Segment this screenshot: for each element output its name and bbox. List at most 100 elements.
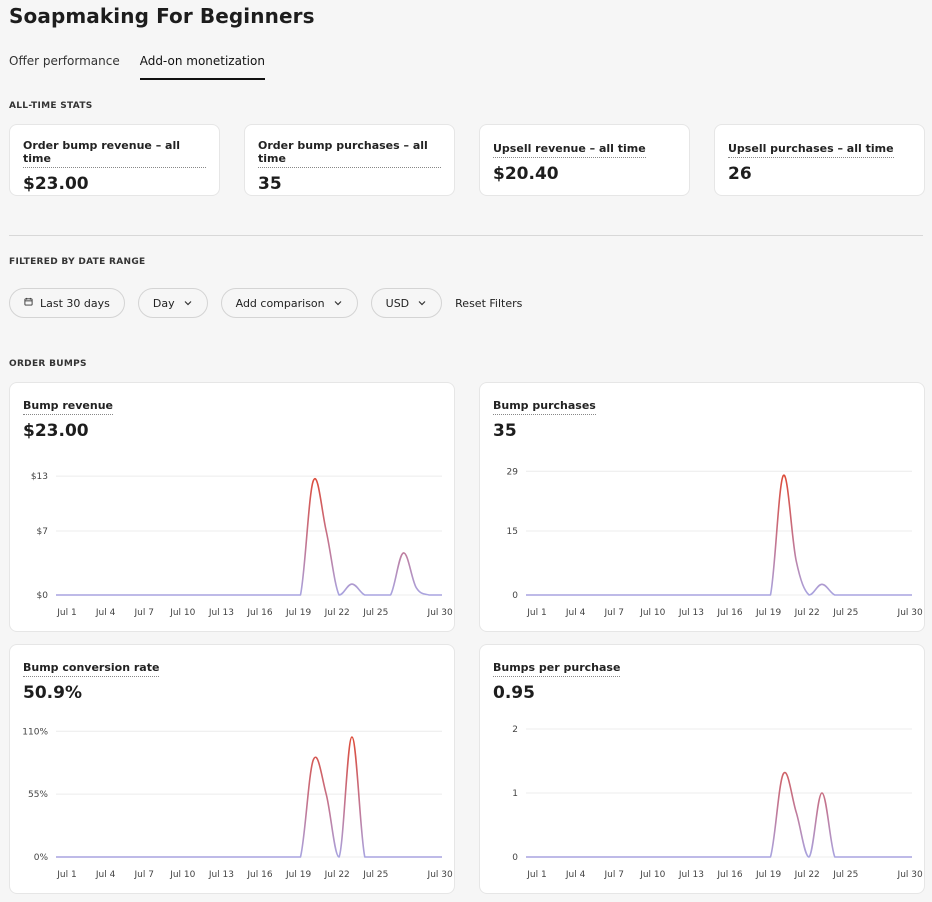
stat-value: 35 [258, 174, 282, 194]
comparison-label: Add comparison [235, 296, 325, 310]
x-tick-label: Jul 22 [324, 608, 350, 618]
chevron-down-icon [417, 298, 427, 308]
x-tick-label: Jul 4 [95, 870, 116, 880]
x-tick-label: Jul 10 [169, 608, 195, 618]
chart-title[interactable]: Bump purchases [493, 399, 596, 415]
chart-title[interactable]: Bump conversion rate [23, 661, 160, 677]
bump-purchases-chart: 0 15 29 Jul 1 Jul 4 Jul 7 Jul 10 Jul 13 Jul 16 Ju… [507, 467, 923, 618]
stat-title[interactable]: Upsell purchases – all time [728, 142, 894, 158]
x-tick-label: Jul 16 [246, 870, 272, 880]
chart-summary-value: $23.00 [23, 421, 89, 441]
page-title: Soapmaking For Beginners [9, 4, 315, 28]
x-tick-label: Jul 13 [678, 608, 704, 618]
series-line [56, 477, 442, 596]
x-tick-label: Jul 7 [133, 870, 153, 880]
calendar-icon [24, 297, 33, 309]
x-tick-label: Jul 25 [362, 608, 388, 618]
y-tick-label: 0 [512, 591, 518, 601]
chart-card-bump-revenue: $0 $7 $13 Jul 1 Jul 4 Jul 7 Jul 10 Jul 13 Jul 16… [9, 382, 455, 632]
x-tick-label: Jul 19 [285, 608, 311, 618]
x-tick-label: Jul 1 [56, 870, 76, 880]
all-time-stats-label: ALL-TIME STATS [9, 101, 93, 111]
x-tick-label: Jul 30 [427, 608, 453, 618]
granularity-label: Day [152, 296, 175, 310]
chart-card-bumps-per-purchase: 0 1 2 Jul 1 Jul 4 Jul 7 Jul 10 Jul 13 Jul 16 Jul … [479, 644, 925, 894]
x-tick-label: Jul 7 [603, 608, 623, 618]
x-tick-label: Jul 25 [362, 870, 388, 880]
x-tick-label: Jul 25 [832, 608, 858, 618]
x-tick-label: Jul 19 [285, 870, 311, 880]
x-tick-label: Jul 1 [56, 608, 76, 618]
x-tick-label: Jul 10 [169, 870, 195, 880]
stat-card-order-bump-purchases: Order bump purchases – all time 35 [244, 124, 455, 196]
chevron-down-icon [183, 298, 193, 308]
x-tick-label: Jul 7 [603, 870, 623, 880]
date-range-filter[interactable]: Last 30 days [9, 288, 125, 318]
x-tick-label: Jul 22 [794, 608, 820, 618]
chart-card-bump-conversion-rate: 0% 55% 110% Jul 1 Jul 4 Jul 7 Jul 10 Jul 13 Jul … [9, 644, 455, 894]
x-tick-label: Jul 4 [565, 870, 586, 880]
stat-value: 26 [728, 164, 752, 184]
series-line [526, 474, 912, 596]
x-tick-label: Jul 16 [246, 608, 272, 618]
y-tick-label: $7 [37, 527, 48, 537]
x-tick-label: Jul 19 [755, 608, 781, 618]
x-tick-label: Jul 16 [716, 870, 742, 880]
chart-title[interactable]: Bumps per purchase [493, 661, 621, 677]
x-tick-label: Jul 13 [678, 870, 704, 880]
x-tick-label: Jul 30 [897, 608, 923, 618]
y-tick-label: 15 [507, 527, 518, 537]
x-tick-label: Jul 30 [427, 870, 453, 880]
comparison-dropdown[interactable]: Add comparison [220, 288, 358, 318]
x-tick-label: Jul 30 [897, 870, 923, 880]
y-tick-label: 55% [28, 790, 48, 800]
x-tick-label: Jul 1 [526, 608, 546, 618]
y-tick-label: 0% [34, 853, 49, 863]
stat-title[interactable]: Upsell revenue – all time [493, 142, 646, 158]
currency-dropdown[interactable]: USD [370, 288, 443, 318]
y-tick-label: 1 [512, 789, 518, 799]
x-tick-label: Jul 13 [208, 870, 234, 880]
chart-summary-value: 50.9% [23, 683, 82, 703]
tab-bar: Offer performance Add-on monetization [9, 54, 285, 80]
x-tick-label: Jul 16 [716, 608, 742, 618]
x-tick-label: Jul 10 [639, 870, 665, 880]
tab-offer-performance[interactable]: Offer performance [9, 54, 120, 68]
x-tick-label: Jul 13 [208, 608, 234, 618]
x-tick-label: Jul 25 [832, 870, 858, 880]
chevron-down-icon [333, 298, 343, 308]
bump-revenue-chart: $0 $7 $13 Jul 1 Jul 4 Jul 7 Jul 10 Jul 13 Jul 16… [31, 472, 453, 618]
y-tick-label: $0 [37, 591, 49, 601]
x-tick-label: Jul 1 [526, 870, 546, 880]
stat-card-order-bump-revenue: Order bump revenue – all time $23.00 [9, 124, 220, 196]
y-tick-label: 0 [512, 853, 518, 863]
stat-card-upsell-purchases: Upsell purchases – all time 26 [714, 124, 925, 196]
y-tick-label: $13 [31, 472, 48, 482]
order-bumps-label: ORDER BUMPS [9, 359, 87, 369]
reset-filters-link[interactable]: Reset Filters [455, 296, 523, 310]
tab-add-on-monetization[interactable]: Add-on monetization [139, 54, 265, 80]
granularity-dropdown[interactable]: Day [137, 288, 208, 318]
x-tick-label: Jul 4 [565, 608, 586, 618]
chart-summary-value: 35 [493, 421, 517, 441]
stat-value: $23.00 [23, 174, 89, 194]
x-tick-label: Jul 22 [794, 870, 820, 880]
stat-title[interactable]: Order bump revenue – all time [23, 139, 206, 168]
x-tick-label: Jul 7 [133, 608, 153, 618]
date-range-label: Last 30 days [40, 296, 110, 310]
bumps-per-purchase-chart: 0 1 2 Jul 1 Jul 4 Jul 7 Jul 10 Jul 13 Jul 16 Jul … [512, 725, 923, 880]
stat-title[interactable]: Order bump purchases – all time [258, 139, 441, 168]
y-tick-label: 2 [512, 725, 518, 735]
y-tick-label: 110% [22, 727, 48, 737]
x-tick-label: Jul 22 [324, 870, 350, 880]
currency-label: USD [385, 296, 410, 310]
series-line [56, 736, 442, 858]
stat-card-upsell-revenue: Upsell revenue – all time $20.40 [479, 124, 690, 196]
chart-title[interactable]: Bump revenue [23, 399, 114, 415]
x-tick-label: Jul 10 [639, 608, 665, 618]
x-tick-label: Jul 4 [95, 608, 116, 618]
date-range-label: FILTERED BY DATE RANGE [9, 257, 146, 267]
series-line [526, 771, 912, 858]
bump-conversion-rate-chart: 0% 55% 110% Jul 1 Jul 4 Jul 7 Jul 10 Jul 13 Jul … [22, 727, 453, 880]
filter-bar: Last 30 days Day Add comparison USD Rese… [9, 288, 522, 318]
